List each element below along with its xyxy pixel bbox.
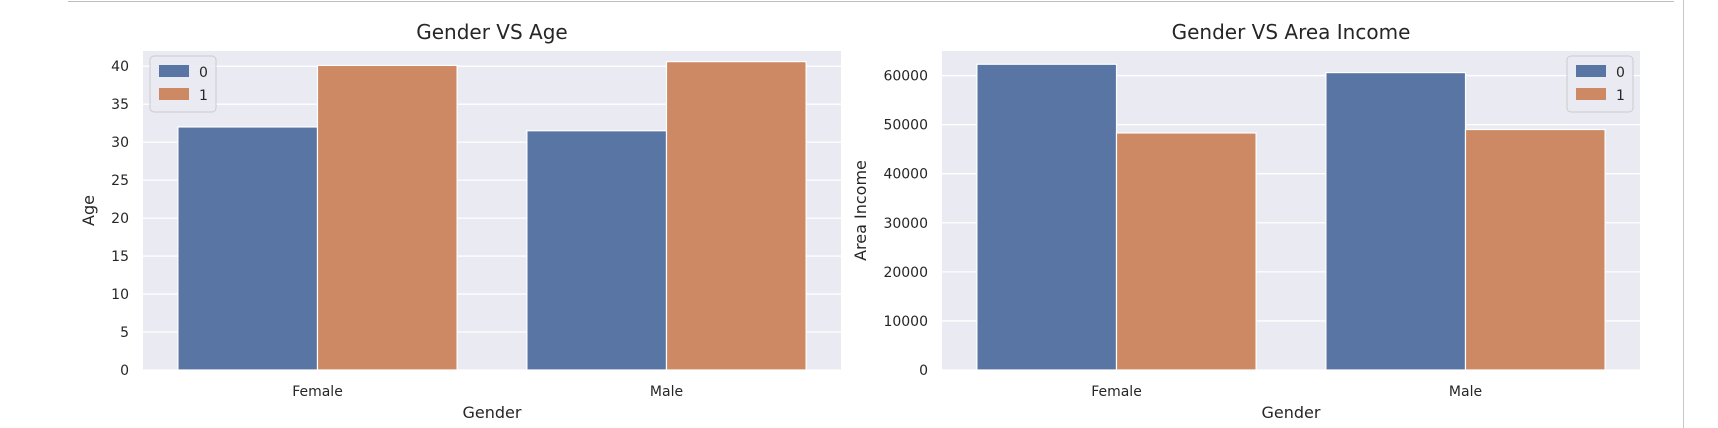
y-tick-label: 20	[111, 211, 129, 227]
legend-swatch-0	[1576, 65, 1606, 77]
legend-label-0: 0	[1616, 65, 1625, 81]
x-tick-label: Female	[292, 384, 343, 400]
y-tick-label: 10	[111, 287, 129, 303]
x-tick-label: Male	[650, 384, 683, 400]
bar-0-male	[1325, 71, 1467, 371]
chart-title: Gender VS Age	[416, 20, 567, 44]
x-tick-label: Female	[1091, 384, 1142, 400]
y-tick-label: 30	[111, 135, 129, 151]
y-tick-label: 0	[120, 363, 129, 379]
bar-1-male	[1464, 128, 1606, 371]
y-tick-label: 50000	[883, 118, 928, 134]
y-axis-label: Area Income	[851, 160, 870, 261]
y-tick-label: 10000	[883, 314, 928, 330]
y-tick-label: 40	[111, 59, 129, 75]
cell-top-border	[68, 0, 1674, 2]
legend-swatch-1	[159, 88, 189, 100]
y-tick-label: 25	[111, 173, 129, 189]
legend-label-0: 0	[199, 65, 208, 81]
y-tick-label: 60000	[883, 69, 928, 85]
y-tick-label: 30000	[883, 216, 928, 232]
legend-swatch-1	[1576, 88, 1606, 100]
chart-title: Gender VS Area Income	[1172, 20, 1411, 44]
legend-swatch-0	[159, 65, 189, 77]
x-axis-label: Gender	[1262, 403, 1321, 422]
bar-1-female	[1115, 132, 1257, 371]
y-axis-label: Age	[79, 195, 98, 226]
scrollbar-track[interactable]	[1683, 0, 1684, 428]
y-tick-label: 35	[111, 97, 129, 113]
bar-0-female	[976, 63, 1118, 371]
y-tick-label: 20000	[883, 265, 928, 281]
y-tick-label: 40000	[883, 167, 928, 183]
y-tick-label: 15	[111, 249, 129, 265]
bar-0-male	[526, 130, 668, 371]
legend-label-1: 1	[1616, 88, 1625, 104]
x-tick-label: Male	[1449, 384, 1482, 400]
y-tick-label: 5	[120, 325, 129, 341]
bar-0-female	[177, 126, 319, 371]
bar-1-female	[316, 64, 458, 371]
bar-1-male	[665, 61, 807, 371]
legend-label-1: 1	[199, 88, 208, 104]
y-tick-label: 0	[919, 363, 928, 379]
x-axis-label: Gender	[463, 403, 522, 422]
